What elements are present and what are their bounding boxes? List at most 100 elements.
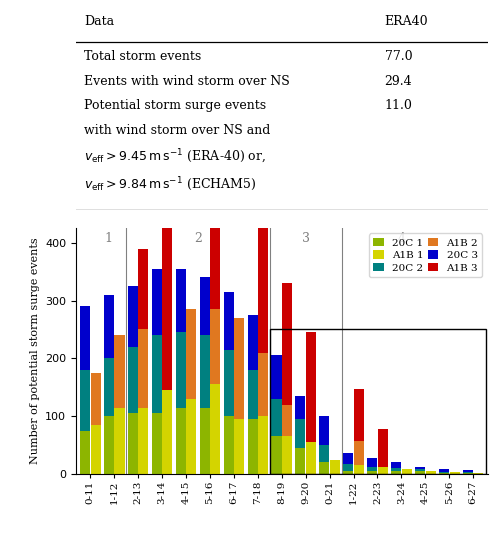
Bar <box>247 419 258 474</box>
Bar <box>271 356 282 399</box>
Bar <box>402 470 412 474</box>
Bar <box>138 408 148 474</box>
Bar <box>258 416 268 474</box>
Text: 29.4: 29.4 <box>385 75 412 88</box>
Bar <box>258 352 268 416</box>
Bar <box>439 472 449 473</box>
Bar <box>223 292 234 350</box>
Bar <box>449 472 460 474</box>
Bar <box>391 471 401 474</box>
Bar <box>354 465 364 474</box>
Bar <box>439 473 449 474</box>
Bar <box>115 408 124 474</box>
Bar <box>152 413 162 474</box>
Y-axis label: Number of potential storm surge events: Number of potential storm surge events <box>29 238 40 465</box>
Bar <box>258 150 268 352</box>
Bar <box>162 390 172 474</box>
Text: $v_\mathrm{eff} > 9.84\,\mathrm{m\,s}^{-1}$ (ECHAM5): $v_\mathrm{eff} > 9.84\,\mathrm{m\,s}^{-… <box>84 175 257 192</box>
Bar <box>330 460 340 474</box>
Bar <box>247 315 258 370</box>
Bar <box>138 329 148 408</box>
Bar <box>354 441 364 465</box>
Bar <box>415 470 425 471</box>
Text: 3: 3 <box>302 232 310 246</box>
Bar <box>391 468 401 471</box>
Bar <box>463 470 473 472</box>
Bar <box>115 335 124 408</box>
Bar <box>295 419 305 448</box>
Bar <box>306 332 316 442</box>
Bar <box>391 463 401 468</box>
Text: Total storm events: Total storm events <box>84 50 201 63</box>
Bar <box>378 430 388 467</box>
Bar <box>104 358 114 416</box>
Bar <box>128 347 138 413</box>
Bar <box>234 419 244 474</box>
Bar <box>138 249 148 329</box>
Bar <box>367 458 377 466</box>
Text: ERA40: ERA40 <box>385 15 428 28</box>
Bar <box>319 445 329 463</box>
Bar <box>199 277 210 335</box>
Bar <box>80 370 90 431</box>
Bar <box>343 464 353 471</box>
Bar <box>234 318 244 419</box>
Bar <box>473 473 484 474</box>
Bar <box>282 436 292 474</box>
Text: 4: 4 <box>397 232 405 246</box>
Text: 2: 2 <box>194 232 202 246</box>
Bar <box>439 469 449 472</box>
Bar <box>176 269 186 332</box>
Bar <box>319 416 329 445</box>
Text: with wind storm over NS and: with wind storm over NS and <box>84 124 270 137</box>
Bar <box>367 466 377 471</box>
Bar <box>186 309 196 399</box>
Bar <box>426 471 436 474</box>
Bar <box>210 384 220 474</box>
Text: Data: Data <box>84 15 114 28</box>
Bar <box>319 463 329 474</box>
Bar <box>378 467 388 474</box>
Bar <box>223 416 234 474</box>
Bar <box>343 453 353 464</box>
Bar <box>354 389 364 441</box>
Bar <box>415 471 425 474</box>
Bar <box>91 373 100 425</box>
Bar <box>247 370 258 419</box>
Bar <box>271 399 282 436</box>
Bar <box>186 399 196 474</box>
Bar <box>152 269 162 335</box>
Bar <box>367 471 377 474</box>
Legend: 20C 1, A1B 1, 20C 2, A1B 2, 20C 3, A1B 3: 20C 1, A1B 1, 20C 2, A1B 2, 20C 3, A1B 3 <box>369 233 482 277</box>
Bar <box>199 408 210 474</box>
Bar <box>176 408 186 474</box>
Bar <box>223 350 234 416</box>
Bar <box>128 286 138 347</box>
Bar <box>210 78 220 309</box>
Bar <box>415 466 425 470</box>
Bar <box>104 295 114 358</box>
Bar <box>210 309 220 384</box>
Bar <box>271 436 282 474</box>
Bar <box>104 416 114 474</box>
Bar <box>199 335 210 408</box>
Bar <box>463 472 473 473</box>
Bar <box>306 442 316 474</box>
Bar <box>270 329 486 474</box>
Text: Potential storm surge events: Potential storm surge events <box>84 99 266 112</box>
Bar <box>91 425 100 474</box>
Bar <box>80 431 90 474</box>
Bar <box>162 150 172 390</box>
Bar <box>295 448 305 474</box>
Bar <box>295 396 305 419</box>
Bar <box>80 306 90 370</box>
Text: Events with wind storm over NS: Events with wind storm over NS <box>84 75 290 88</box>
Bar <box>463 473 473 474</box>
Bar <box>343 471 353 474</box>
Text: $v_\mathrm{eff} > 9.45\,\mathrm{m\,s}^{-1}$ (ERA-40) or,: $v_\mathrm{eff} > 9.45\,\mathrm{m\,s}^{-… <box>84 148 266 166</box>
Bar <box>152 335 162 413</box>
Bar <box>128 413 138 474</box>
Bar <box>176 332 186 408</box>
Text: 11.0: 11.0 <box>385 99 413 112</box>
Text: 77.0: 77.0 <box>385 50 412 63</box>
